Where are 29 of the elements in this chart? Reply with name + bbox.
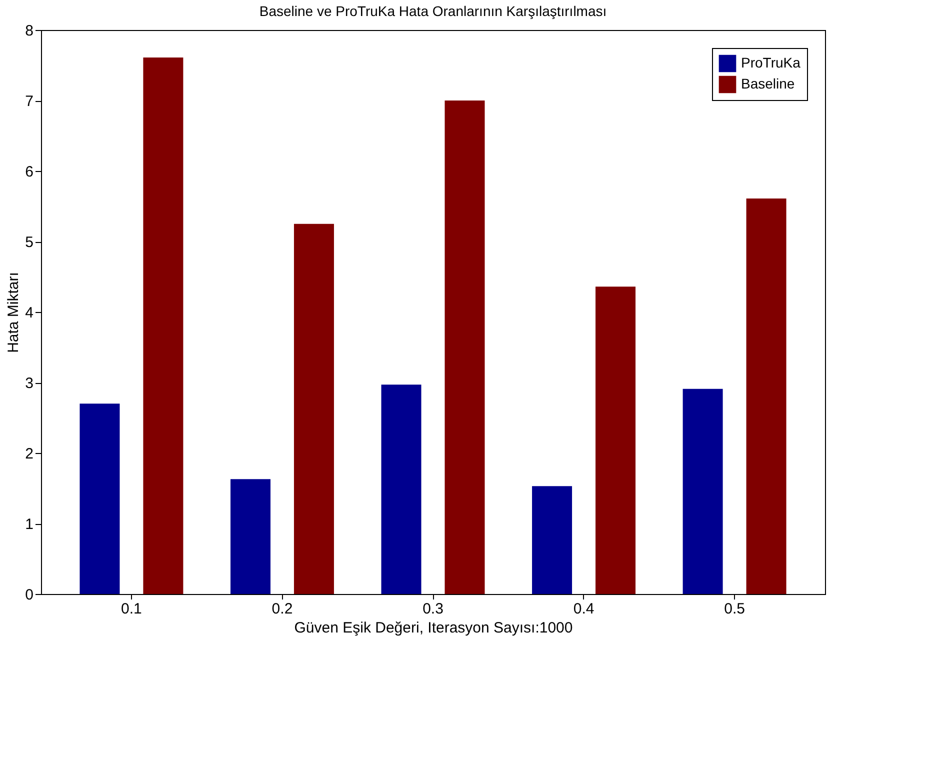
y-tick-label: 0: [25, 586, 34, 604]
y-tick-label: 3: [25, 375, 34, 392]
bar: [80, 404, 120, 594]
bar: [596, 286, 636, 594]
x-tick-label: 0.1: [121, 600, 142, 618]
legend-label: Baseline: [741, 76, 795, 92]
x-tick-label: 0.5: [724, 600, 745, 618]
y-axis-title: Hata Miktarı: [5, 272, 22, 353]
x-axis-title: Güven Eşik Değeri, Iterasyon Sayısı:1000: [294, 620, 573, 636]
bar: [143, 57, 184, 594]
y-tick-label: 6: [25, 164, 34, 180]
y-tick-label: 8: [25, 22, 34, 40]
bar: [682, 388, 723, 594]
y-tick-label: 7: [25, 93, 34, 110]
x-tick-label: 0.2: [272, 600, 293, 618]
y-tick-label: 1: [25, 516, 34, 533]
bar: [381, 384, 422, 594]
legend-label: ProTruKa: [741, 54, 801, 70]
y-tick-label: 2: [25, 446, 34, 462]
bar: [230, 479, 270, 594]
chart-title: Baseline ve ProTruKa Hata Oranlarının Karşılaştırılması: [259, 3, 607, 19]
bar: [532, 486, 572, 594]
bar: [746, 198, 786, 594]
x-tick-label: 0.3: [422, 600, 444, 618]
y-tick-label: 4: [25, 304, 34, 322]
bar: [294, 224, 334, 594]
y-tick-label: 5: [25, 234, 34, 251]
x-tick-label: 0.4: [573, 600, 594, 618]
bar: [444, 100, 485, 594]
